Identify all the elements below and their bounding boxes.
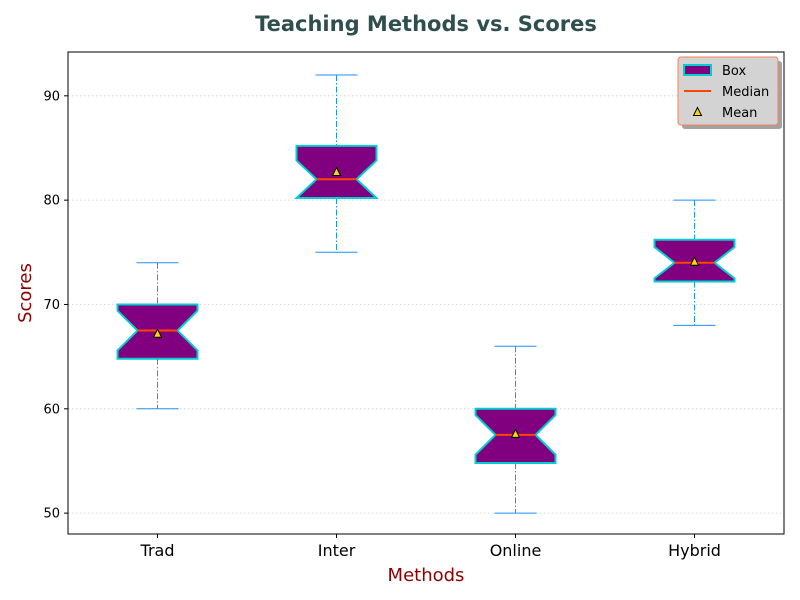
y-tick-label: 50	[43, 507, 60, 522]
y-axis: 50 60 70 80 90	[43, 89, 68, 522]
legend-mean-marker	[692, 106, 703, 116]
mean-marker	[331, 166, 342, 176]
box-group	[116, 74, 736, 514]
y-tick-label: 90	[43, 89, 60, 104]
y-axis-label: Scores	[15, 263, 36, 323]
grid	[68, 95, 784, 514]
x-tick-label: Hybrid	[668, 541, 721, 560]
chart-title: Teaching Methods vs. Scores	[255, 12, 597, 36]
x-axis: Trad Inter Online Hybrid	[140, 534, 721, 560]
plot-frame	[67, 51, 785, 535]
y-tick-label: 60	[43, 402, 60, 417]
legend-label-mean: Mean	[722, 106, 757, 121]
x-axis-label: Methods	[388, 565, 465, 586]
x-tick-label: Online	[490, 541, 542, 560]
mean-marker	[152, 328, 163, 338]
legend-label-box: Box	[722, 64, 746, 79]
legend-box-swatch	[683, 64, 712, 76]
mean-marker	[689, 256, 700, 266]
mean-marker	[510, 428, 521, 438]
x-tick-label: Trad	[140, 541, 175, 560]
legend: Box Median Mean	[677, 56, 782, 129]
legend-label-median: Median	[722, 85, 769, 100]
x-tick-label: Inter	[318, 541, 356, 560]
y-tick-label: 80	[43, 194, 60, 209]
y-tick-label: 70	[43, 298, 60, 313]
